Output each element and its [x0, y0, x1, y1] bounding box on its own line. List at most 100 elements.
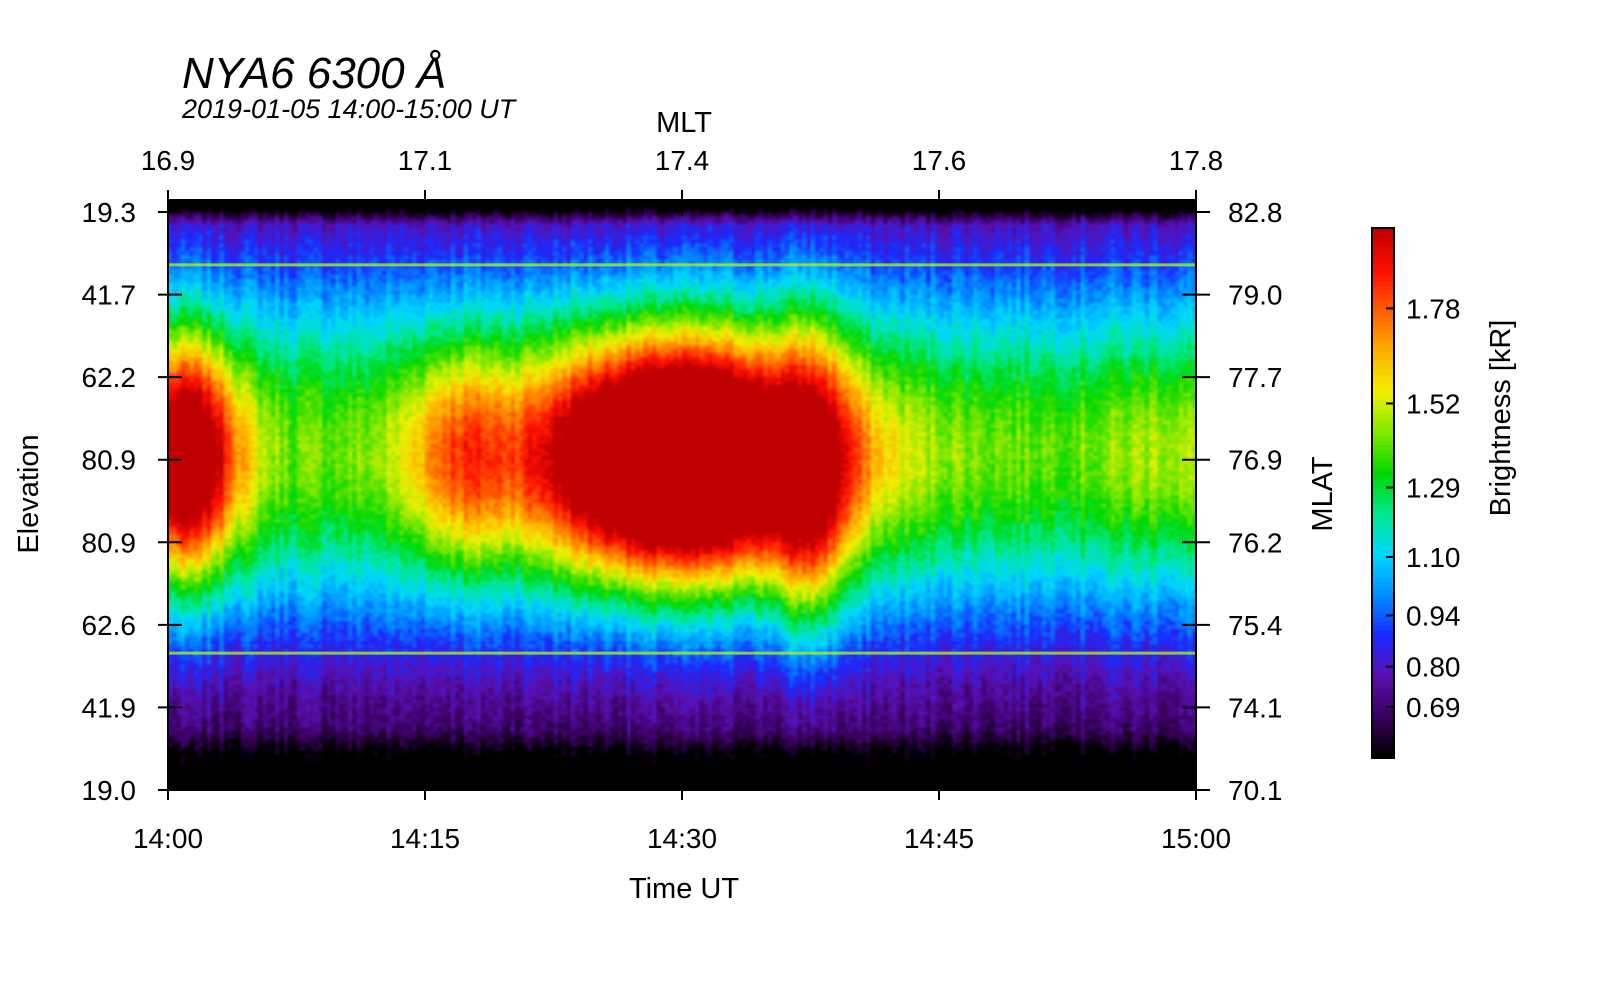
colorbar-tick-label: 1.10	[1406, 542, 1461, 573]
colorbar-segment	[1372, 320, 1394, 326]
right-tick-label: 79.0	[1228, 280, 1283, 311]
colorbar-segment	[1372, 616, 1394, 622]
right-tick-label: 75.4	[1228, 610, 1283, 641]
colorbar-segment	[1372, 696, 1394, 702]
top-tick-label: 17.8	[1169, 145, 1224, 176]
right-tick-label: 70.1	[1228, 775, 1283, 806]
colorbar-segment	[1372, 369, 1394, 375]
colorbar-segment	[1372, 254, 1394, 260]
colorbar-segment	[1372, 656, 1394, 662]
colorbar-tick-label: 0.94	[1406, 600, 1461, 631]
colorbar-tick-label: 1.78	[1406, 293, 1461, 324]
colorbar-segment	[1372, 722, 1394, 728]
colorbar-segment	[1372, 532, 1394, 538]
x-tick-label: 14:30	[647, 823, 717, 854]
colorbar-segment	[1372, 281, 1394, 287]
colorbar-segment	[1372, 356, 1394, 362]
colorbar-segment	[1372, 665, 1394, 671]
colorbar-segment	[1372, 329, 1394, 335]
colorbar-segment	[1372, 448, 1394, 454]
y-tick-label: 80.9	[82, 445, 137, 476]
colorbar-segment	[1372, 325, 1394, 331]
colorbar-segment	[1372, 294, 1394, 300]
colorbar-segment	[1372, 316, 1394, 322]
colorbar-segment	[1372, 334, 1394, 340]
colorbar-tick-label: 0.69	[1406, 692, 1461, 723]
top-axis-label: MLT	[656, 107, 712, 139]
colorbar-segment	[1372, 228, 1394, 234]
colorbar-segment	[1372, 413, 1394, 419]
colorbar-segment	[1372, 453, 1394, 459]
colorbar-segment	[1372, 643, 1394, 649]
colorbar-segment	[1372, 250, 1394, 256]
x-tick-label: 14:45	[904, 823, 974, 854]
colorbar-segment	[1372, 501, 1394, 507]
colorbar-segment	[1372, 541, 1394, 547]
colorbar-segment	[1372, 629, 1394, 635]
colorbar-segment	[1372, 612, 1394, 618]
colorbar-segment	[1372, 638, 1394, 644]
top-tick-label: 16.9	[141, 145, 196, 176]
y-tick-label: 41.7	[82, 280, 137, 311]
top-tick-label: 17.1	[398, 145, 453, 176]
colorbar-segment	[1372, 342, 1394, 348]
colorbar-segment	[1372, 488, 1394, 494]
colorbar-segment	[1372, 603, 1394, 609]
colorbar-segment	[1372, 382, 1394, 388]
colorbar-frame	[1371, 227, 1395, 759]
colorbar-segment	[1372, 563, 1394, 569]
colorbar-segment	[1372, 669, 1394, 675]
colorbar-segment	[1372, 400, 1394, 406]
colorbar-segment	[1372, 484, 1394, 490]
colorbar-segment	[1372, 378, 1394, 384]
colorbar-tick-label: 1.52	[1406, 388, 1461, 419]
chart-title: NYA6 6300 Å	[182, 49, 446, 98]
y-tick-label: 19.3	[82, 197, 137, 228]
colorbar-segment	[1372, 347, 1394, 353]
colorbar-segment	[1372, 700, 1394, 706]
colorbar-segment	[1372, 364, 1394, 370]
right-tick-label: 76.2	[1228, 527, 1283, 558]
colorbar-segment	[1372, 417, 1394, 423]
colorbar-segment	[1372, 276, 1394, 282]
colorbar-segment	[1372, 395, 1394, 401]
colorbar-segment	[1372, 267, 1394, 273]
colorbar-segment	[1372, 440, 1394, 446]
colorbar-segment	[1372, 744, 1394, 750]
colorbar-segment	[1372, 475, 1394, 481]
colorbar-segment	[1372, 572, 1394, 578]
colorbar-segment	[1372, 713, 1394, 719]
colorbar-label: Brightness [kR]	[1485, 320, 1517, 517]
colorbar-segment	[1372, 373, 1394, 379]
colorbar-segment	[1372, 444, 1394, 450]
colorbar-segment	[1372, 621, 1394, 627]
colorbar-segment	[1372, 599, 1394, 605]
colorbar-segment	[1372, 258, 1394, 264]
colorbar-segment	[1372, 554, 1394, 560]
heatmap-image	[168, 200, 1196, 790]
y-tick-label: 62.2	[82, 362, 137, 393]
colorbar-segment	[1372, 753, 1394, 759]
colorbar-segment	[1372, 289, 1394, 295]
colorbar-segment	[1372, 497, 1394, 503]
colorbar-segment	[1372, 749, 1394, 755]
y-tick-label: 19.0	[82, 775, 137, 806]
colorbar-segment	[1372, 550, 1394, 556]
colorbar-segment	[1372, 568, 1394, 574]
colorbar-segment	[1372, 236, 1394, 242]
x-axis-label: Time UT	[629, 873, 739, 905]
y-tick-label: 80.9	[82, 527, 137, 558]
colorbar-segment	[1372, 691, 1394, 697]
colorbar-segment	[1372, 537, 1394, 543]
colorbar-segment	[1372, 387, 1394, 393]
y-tick-label: 62.6	[82, 610, 137, 641]
colorbar-segment	[1372, 338, 1394, 344]
heatmap-raster	[168, 200, 1196, 790]
colorbar-segment	[1372, 607, 1394, 613]
colorbar-segment	[1372, 652, 1394, 658]
colorbar-segment	[1372, 559, 1394, 565]
colorbar-segment	[1372, 391, 1394, 397]
colorbar-segment	[1372, 546, 1394, 552]
right-tick-label: 77.7	[1228, 362, 1283, 393]
